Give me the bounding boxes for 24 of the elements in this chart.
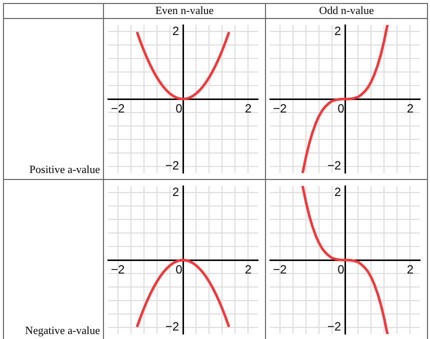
- y-tick-label: −2: [165, 158, 180, 173]
- y-tick-label: 2: [172, 24, 180, 38]
- y-tick-label: 2: [334, 24, 342, 38]
- text: Negative a-value: [4, 180, 104, 339]
- x-tick-label: 0: [176, 101, 183, 116]
- chart-title: Odd n-value: [266, 4, 428, 18]
- y-tick-label: −2: [327, 158, 342, 173]
- x-tick-label: −2: [110, 101, 125, 116]
- chart-title: Even n-value: [104, 4, 266, 18]
- y-tick-label: 2: [334, 185, 342, 200]
- x-tick-label: 0: [338, 101, 345, 116]
- y-tick-label: −2: [327, 320, 342, 334]
- x-tick-label: −2: [110, 262, 125, 276]
- y-tick-label: −2: [165, 320, 180, 334]
- y-tick-label: 2: [172, 185, 180, 200]
- x-tick-label: −2: [272, 101, 287, 116]
- x-tick-label: 0: [176, 262, 183, 276]
- x-tick-label: 2: [406, 101, 414, 116]
- x-tick-label: 0: [338, 262, 345, 276]
- x-tick-label: 2: [244, 262, 252, 276]
- x-tick-label: −2: [272, 262, 287, 276]
- x-tick-label: 2: [244, 101, 252, 116]
- x-tick-label: 2: [406, 262, 414, 276]
- text: Positive a-value: [4, 18, 104, 180]
